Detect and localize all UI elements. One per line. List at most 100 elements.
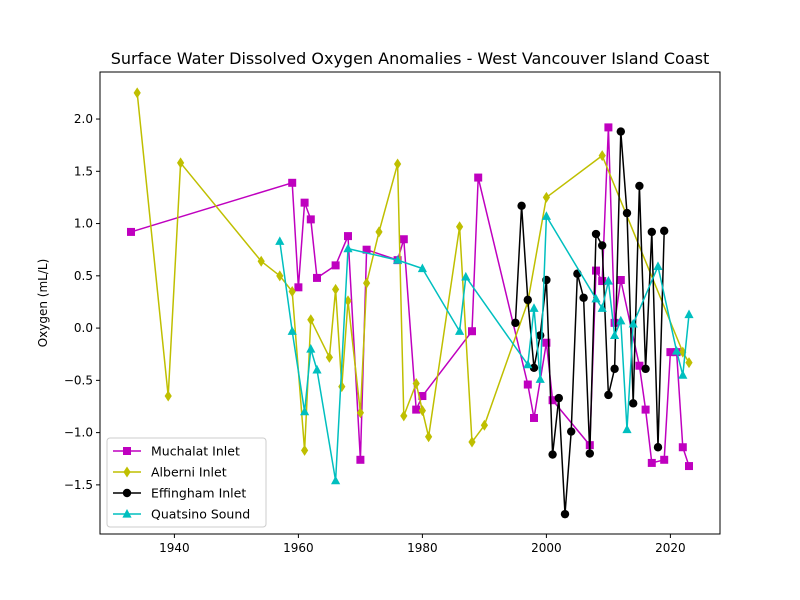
data-point-alberni-inlet <box>344 295 352 307</box>
data-point-muchalat-inlet <box>127 227 135 236</box>
data-point-muchalat-inlet <box>288 178 297 187</box>
data-point-quatsino-sound <box>535 374 545 383</box>
data-point-quatsino-sound <box>331 475 341 485</box>
data-point-quatsino-sound <box>678 370 688 379</box>
legend-entry-muchalat-inlet: Muchalat Inlet <box>113 444 240 459</box>
data-point-muchalat-inlet <box>523 380 532 389</box>
data-point-muchalat-inlet <box>592 266 600 275</box>
data-point-quatsino-sound <box>287 326 297 335</box>
data-point-alberni-inlet <box>375 226 383 238</box>
legend-marker-alberni-inlet <box>123 466 131 478</box>
data-point-alberni-inlet <box>307 314 315 326</box>
data-point-effingham-inlet <box>604 390 613 400</box>
data-point-effingham-inlet <box>660 226 669 236</box>
data-point-muchalat-inlet <box>331 261 340 270</box>
data-point-quatsino-sound <box>591 293 601 303</box>
legend-label-alberni-inlet: Alberni Inlet <box>151 465 227 480</box>
data-point-effingham-inlet <box>622 208 632 218</box>
data-point-quatsino-sound <box>275 236 285 245</box>
data-point-alberni-inlet <box>456 221 464 233</box>
data-point-muchalat-inlet <box>635 361 644 370</box>
x-tick-label: 2020 <box>655 541 686 555</box>
data-point-quatsino-sound <box>312 364 322 374</box>
series-line-quatsino-sound <box>279 215 690 482</box>
data-point-quatsino-sound <box>455 326 465 335</box>
data-point-muchalat-inlet <box>306 215 315 224</box>
data-point-muchalat-inlet <box>641 405 650 414</box>
data-point-effingham-inlet <box>529 363 539 373</box>
data-point-alberni-inlet <box>679 346 687 358</box>
legend: Muchalat Inlet Alberni Inlet Effingham Inl… <box>106 437 267 528</box>
data-point-effingham-inlet <box>647 227 656 237</box>
data-point-effingham-inlet <box>517 201 526 210</box>
data-point-muchalat-inlet <box>647 458 656 467</box>
data-point-effingham-inlet <box>641 364 650 374</box>
data-point-alberni-inlet <box>418 405 426 417</box>
plot-frame <box>99 71 721 535</box>
y-tick-label: 1.0 <box>74 217 93 231</box>
data-point-quatsino-sound <box>603 276 613 285</box>
data-point-quatsino-sound <box>597 303 607 312</box>
y-tick-label: 0.5 <box>74 269 93 283</box>
y-tick-label: 2.0 <box>74 112 93 126</box>
data-point-alberni-inlet <box>301 444 309 456</box>
data-point-muchalat-inlet <box>660 455 669 464</box>
legend-entry-quatsino-sound: Quatsino Sound <box>113 507 250 522</box>
x-tick-label: 1960 <box>283 541 314 555</box>
data-point-alberni-inlet <box>425 431 433 443</box>
data-point-quatsino-sound <box>417 263 427 273</box>
chart-title: Surface Water Dissolved Oxygen Anomalies… <box>111 49 710 68</box>
data-point-muchalat-inlet <box>412 405 421 414</box>
data-point-alberni-inlet <box>480 419 488 431</box>
data-point-alberni-inlet <box>356 407 364 419</box>
x-tick-label: 1980 <box>407 541 438 555</box>
legend-marker-effingham-inlet <box>122 488 132 498</box>
data-point-alberni-inlet <box>133 87 141 99</box>
data-point-muchalat-inlet <box>468 327 476 336</box>
data-point-quatsino-sound <box>306 343 316 353</box>
series-line-muchalat-inlet <box>130 126 690 467</box>
data-point-alberni-inlet <box>598 150 606 162</box>
data-point-quatsino-sound <box>523 359 533 369</box>
data-point-muchalat-inlet <box>616 276 625 285</box>
legend-label-quatsino-sound: Quatsino Sound <box>151 507 250 522</box>
data-point-muchalat-inlet <box>678 443 687 452</box>
data-point-effingham-inlet <box>567 427 576 436</box>
data-point-quatsino-sound <box>684 309 694 319</box>
y-tick-label: 1.5 <box>74 164 93 178</box>
y-tick-label: −1.5 <box>64 478 93 492</box>
data-point-muchalat-inlet <box>313 273 321 282</box>
data-point-alberni-inlet <box>400 410 408 422</box>
x-tick-label: 1940 <box>159 541 190 555</box>
legend-entry-alberni-inlet: Alberni Inlet <box>113 465 227 480</box>
data-point-muchalat-inlet <box>294 283 303 292</box>
legend-box <box>106 437 267 528</box>
legend-marker-quatsino-sound <box>122 509 132 518</box>
data-point-alberni-inlet <box>394 158 402 170</box>
data-point-quatsino-sound <box>343 243 353 253</box>
y-axis-label: Oxygen (mL/L) <box>36 259 50 348</box>
data-point-effingham-inlet <box>653 443 663 452</box>
data-point-effingham-inlet <box>585 449 594 458</box>
legend-label-effingham-inlet: Effingham Inlet <box>151 486 246 501</box>
data-point-effingham-inlet <box>523 295 532 305</box>
data-point-effingham-inlet <box>610 364 619 374</box>
legend-label-muchalat-inlet: Muchalat Inlet <box>151 444 240 459</box>
data-point-quatsino-sound <box>300 406 310 416</box>
plot-area <box>127 87 694 519</box>
data-point-muchalat-inlet <box>300 198 309 207</box>
series-quatsino-sound <box>275 211 694 485</box>
data-point-effingham-inlet <box>635 181 644 191</box>
data-point-effingham-inlet <box>591 229 601 239</box>
data-point-quatsino-sound <box>672 346 682 355</box>
data-point-effingham-inlet <box>554 393 563 403</box>
data-point-alberni-inlet <box>542 191 550 203</box>
y-tick-label: 0.0 <box>74 321 93 335</box>
data-point-quatsino-sound <box>653 261 663 271</box>
y-tick-label: −1.0 <box>64 426 93 440</box>
data-point-muchalat-inlet <box>530 413 538 422</box>
data-point-effingham-inlet <box>548 450 557 459</box>
legend-marker-muchalat-inlet <box>123 447 131 455</box>
data-point-muchalat-inlet <box>418 392 427 401</box>
data-point-alberni-inlet <box>276 270 284 282</box>
